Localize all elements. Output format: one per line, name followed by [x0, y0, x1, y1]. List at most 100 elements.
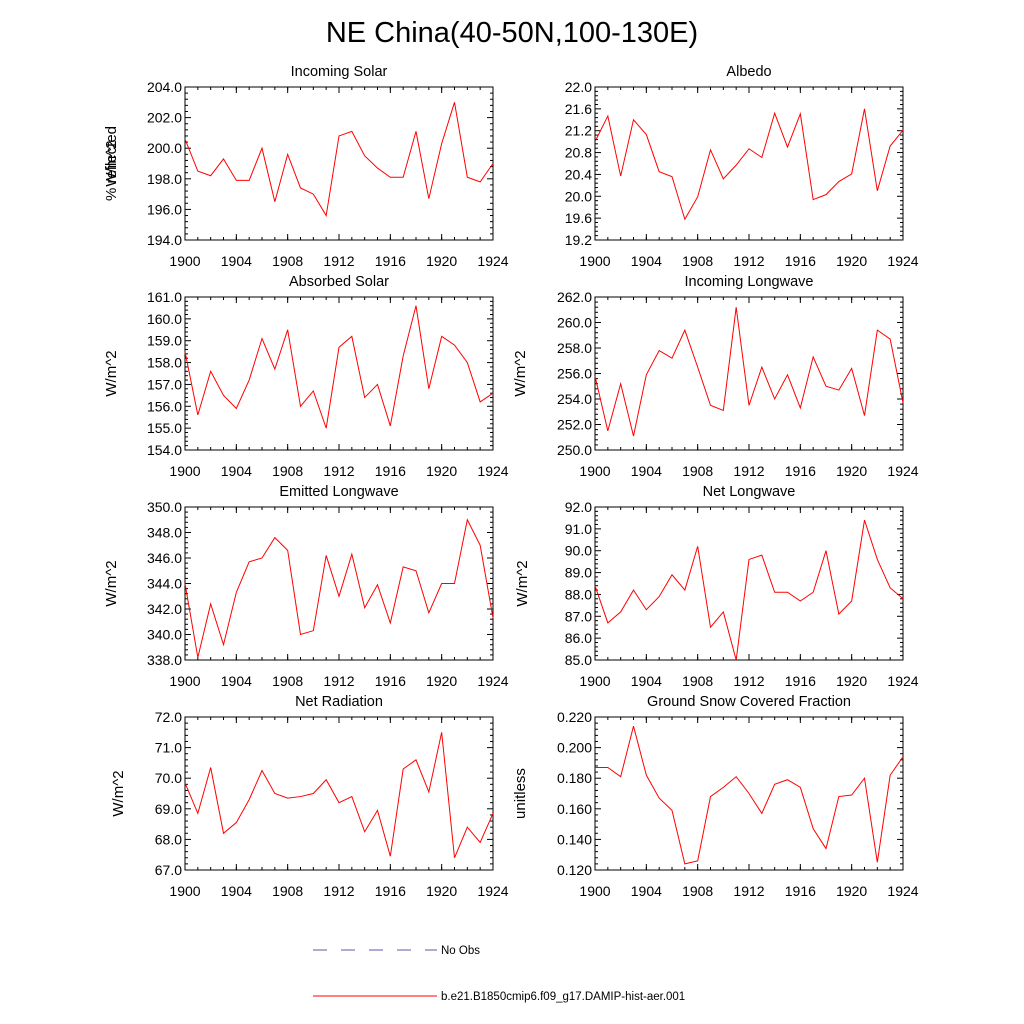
y-axis-label: W/m^2 — [103, 350, 120, 396]
x-tick-label: 1912 — [733, 883, 764, 899]
y-tick-label: 19.6 — [565, 210, 592, 226]
y-tick-label: 92.0 — [565, 499, 592, 515]
y-tick-label: 338.0 — [147, 652, 182, 668]
x-tick-label: 1908 — [682, 673, 713, 689]
x-tick-label: 1904 — [221, 673, 252, 689]
y-tick-label: 159.0 — [147, 333, 182, 349]
y-tick-label: 0.140 — [557, 831, 592, 847]
y-tick-label: 204.0 — [147, 79, 182, 95]
y-tick-label: 156.0 — [147, 398, 182, 414]
legend: No Obs b.e21.B1850cmip6.f09_g17.DAMIP-his… — [313, 945, 685, 1003]
y-tick-label: 194.0 — [147, 232, 182, 248]
y-tick-label: 90.0 — [565, 543, 592, 559]
x-tick-label: 1912 — [323, 253, 354, 269]
x-tick-label: 1912 — [733, 253, 764, 269]
y-tick-label: 20.4 — [565, 166, 592, 182]
y-tick-label: 157.0 — [147, 376, 182, 392]
panel-albedo: 1900 1904 1908 1912 1916 1920 1924 19.2 19.6 20.0… — [103, 64, 919, 269]
y-tick-label: 340.0 — [147, 627, 182, 643]
y-tick-label: 346.0 — [147, 550, 182, 566]
x-tick-label: 1916 — [785, 673, 816, 689]
figure-title: NE China(40-50N,100-130E) — [326, 17, 698, 49]
panel-absorbed-solar: 1900 1904 1908 1912 1916 1920 1924 154.0 155.0 15… — [103, 274, 509, 479]
y-tick-label: 154.0 — [147, 442, 182, 458]
x-tick-label: 1900 — [169, 463, 200, 479]
x-tick-label: 1900 — [579, 673, 610, 689]
x-tick-label: 1924 — [887, 463, 918, 479]
y-tick-label: 254.0 — [557, 391, 592, 407]
panel-title: Emitted Longwave — [279, 484, 398, 500]
y-tick-label: 0.180 — [557, 770, 592, 786]
y-tick-label: 198.0 — [147, 171, 182, 187]
x-tick-label: 1920 — [836, 463, 867, 479]
y-tick-label: 20.8 — [565, 145, 592, 161]
y-tick-label: 91.0 — [565, 521, 592, 537]
series-line — [184, 102, 494, 217]
x-tick-label: 1900 — [579, 463, 610, 479]
y-tick-label: 160.0 — [147, 311, 182, 327]
panel-title: Incoming Solar — [291, 64, 388, 80]
x-tick-label: 1908 — [682, 253, 713, 269]
x-tick-label: 1908 — [682, 463, 713, 479]
y-axis-label: W/m^2 — [110, 770, 127, 816]
y-tick-label: 202.0 — [147, 110, 182, 126]
panel-incoming-longwave: 1900 1904 1908 1912 1916 1920 1924 250.0 252.0 25… — [512, 274, 919, 479]
x-tick-label: 1920 — [836, 253, 867, 269]
x-tick-label: 1920 — [426, 463, 457, 479]
y-tick-label: 72.0 — [155, 709, 182, 725]
y-tick-label: 258.0 — [557, 340, 592, 356]
y-tick-label: 0.200 — [557, 740, 592, 756]
y-tick-label: 67.0 — [155, 862, 182, 878]
panel-emitted-longwave: 1900 1904 1908 1912 1916 1920 1924 338.0 340.0 34… — [103, 484, 509, 689]
y-tick-label: 262.0 — [557, 289, 592, 305]
y-tick-label: 196.0 — [147, 201, 182, 217]
y-tick-label: 20.0 — [565, 188, 592, 204]
y-tick-label: 350.0 — [147, 499, 182, 515]
panel-title: Incoming Longwave — [685, 274, 814, 290]
series-line — [184, 305, 494, 429]
x-tick-label: 1912 — [323, 673, 354, 689]
x-tick-label: 1900 — [169, 253, 200, 269]
x-tick-label: 1912 — [323, 883, 354, 899]
plot-frame — [184, 296, 494, 451]
series-line — [595, 726, 904, 865]
x-tick-label: 1908 — [272, 673, 303, 689]
y-tick-label: 0.120 — [557, 862, 592, 878]
y-tick-label: 0.160 — [557, 801, 592, 817]
panel-title: Net Longwave — [703, 484, 796, 500]
plot-frame — [184, 86, 494, 241]
y-axis-label: unitless — [512, 768, 529, 819]
legend-model-label: b.e21.B1850cmip6.f09_g17.DAMIP-hist-aer.… — [441, 991, 685, 1003]
y-tick-label: 89.0 — [565, 565, 592, 581]
x-tick-label: 1904 — [221, 463, 252, 479]
x-tick-label: 1912 — [733, 463, 764, 479]
series-line — [594, 519, 904, 661]
y-tick-label: 85.0 — [565, 652, 592, 668]
series-line — [184, 732, 494, 858]
x-tick-label: 1904 — [221, 253, 252, 269]
y-tick-label: 348.0 — [147, 525, 182, 541]
y-tick-label: 342.0 — [147, 601, 182, 617]
x-tick-label: 1920 — [426, 673, 457, 689]
y-axis-label: W/m^2 — [103, 560, 120, 606]
series-line — [594, 108, 904, 221]
legend-no-obs-label: No Obs — [441, 945, 480, 957]
y-tick-label: 88.0 — [565, 586, 592, 602]
y-axis-label: % reflected — [103, 126, 120, 201]
x-tick-label: 1924 — [477, 883, 508, 899]
x-tick-label: 1924 — [887, 673, 918, 689]
x-tick-label: 1912 — [323, 463, 354, 479]
x-tick-label: 1908 — [272, 883, 303, 899]
x-tick-label: 1924 — [477, 673, 508, 689]
x-tick-label: 1916 — [375, 463, 406, 479]
y-axis-label: W/m^2 — [512, 350, 529, 396]
y-tick-label: 86.0 — [565, 630, 592, 646]
plot-frame — [184, 716, 494, 871]
y-tick-label: 22.0 — [565, 79, 592, 95]
x-tick-label: 1904 — [631, 673, 662, 689]
x-tick-label: 1924 — [887, 883, 918, 899]
panel-net-longwave: 1900 1904 1908 1912 1916 1920 1924 85.0 86.0 87.0… — [514, 484, 919, 689]
y-tick-label: 71.0 — [155, 740, 182, 756]
x-tick-label: 1900 — [169, 673, 200, 689]
y-tick-label: 19.2 — [565, 232, 592, 248]
